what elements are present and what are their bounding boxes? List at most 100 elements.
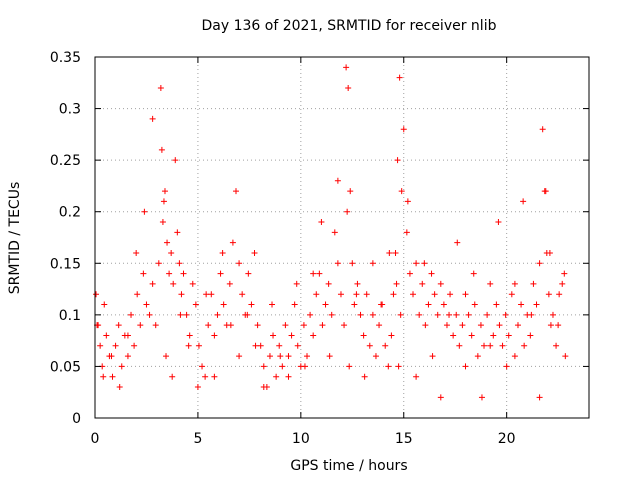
- data-point: [357, 311, 364, 318]
- data-point: [462, 291, 469, 298]
- data-point: [478, 394, 485, 401]
- data-point: [100, 373, 107, 380]
- data-point: [251, 249, 258, 256]
- data-point: [453, 311, 460, 318]
- data-point: [392, 249, 399, 256]
- data-point: [141, 208, 148, 215]
- data-point: [160, 198, 167, 205]
- data-point: [397, 311, 404, 318]
- data-point: [203, 291, 210, 298]
- data-point: [291, 301, 298, 308]
- data-point: [310, 270, 317, 277]
- data-point: [347, 188, 354, 195]
- data-point: [260, 363, 267, 370]
- data-point: [131, 342, 138, 349]
- data-point: [511, 280, 518, 287]
- data-point: [313, 291, 320, 298]
- data-point: [527, 332, 534, 339]
- x-tick-label: 0: [91, 431, 100, 447]
- data-point: [341, 322, 348, 329]
- data-point: [419, 280, 426, 287]
- data-point: [490, 332, 497, 339]
- data-point: [337, 291, 344, 298]
- data-point: [536, 260, 543, 267]
- data-point: [195, 342, 202, 349]
- y-axis-label: SRMTID / TECUs: [7, 182, 23, 295]
- data-point: [390, 291, 397, 298]
- data-point: [404, 198, 411, 205]
- y-tick-label: 0.05: [50, 359, 81, 375]
- data-point: [388, 332, 395, 339]
- data-point: [503, 363, 510, 370]
- data-point: [304, 353, 311, 360]
- data-point: [484, 311, 491, 318]
- data-point: [561, 270, 568, 277]
- data-point: [361, 373, 368, 380]
- data-point: [112, 342, 119, 349]
- data-point: [170, 280, 177, 287]
- data-point: [443, 322, 450, 329]
- data-point: [239, 291, 246, 298]
- data-point: [185, 342, 192, 349]
- data-point: [437, 280, 444, 287]
- data-point: [183, 311, 190, 318]
- y-tick-label: 0.15: [50, 256, 81, 272]
- data-point: [562, 353, 569, 360]
- data-point: [109, 373, 116, 380]
- data-point: [400, 126, 407, 133]
- data-point: [177, 311, 184, 318]
- data-point: [301, 363, 308, 370]
- data-point: [450, 332, 457, 339]
- data-point: [518, 301, 525, 308]
- data-point: [211, 373, 218, 380]
- data-point: [481, 342, 488, 349]
- data-point: [273, 373, 280, 380]
- data-point: [499, 342, 506, 349]
- x-tick-label: 15: [395, 431, 413, 447]
- data-point: [353, 291, 360, 298]
- data-point: [369, 311, 376, 318]
- data-point: [331, 229, 338, 236]
- data-point: [520, 198, 527, 205]
- data-point: [159, 219, 166, 226]
- data-point: [285, 353, 292, 360]
- data-point: [422, 322, 429, 329]
- data-point: [372, 353, 379, 360]
- data-point: [279, 363, 286, 370]
- data-point: [134, 291, 141, 298]
- data-point: [115, 322, 122, 329]
- y-tick-label: 0.35: [50, 50, 81, 66]
- data-point: [205, 322, 212, 329]
- data-point: [152, 322, 159, 329]
- data-point: [174, 229, 181, 236]
- data-point: [536, 394, 543, 401]
- data-point: [236, 353, 243, 360]
- data-point: [549, 311, 556, 318]
- data-point: [149, 115, 156, 122]
- data-point: [236, 260, 243, 267]
- y-tick-label: 0.25: [50, 153, 81, 169]
- data-point: [471, 301, 478, 308]
- data-point: [252, 342, 259, 349]
- data-point: [211, 332, 218, 339]
- data-point: [277, 353, 284, 360]
- data-point: [354, 280, 361, 287]
- data-point: [176, 260, 183, 267]
- data-point: [164, 239, 171, 246]
- data-point: [322, 301, 329, 308]
- data-point: [108, 353, 115, 360]
- data-point: [556, 291, 563, 298]
- data-point: [244, 311, 251, 318]
- data-point: [468, 332, 475, 339]
- y-tick-label: 0.1: [59, 308, 81, 324]
- data-point: [393, 280, 400, 287]
- data-point: [505, 332, 512, 339]
- y-tick-label: 0.3: [59, 102, 81, 118]
- data-point: [533, 301, 540, 308]
- data-point: [178, 291, 185, 298]
- data-point: [128, 311, 135, 318]
- data-point: [496, 322, 503, 329]
- data-point: [345, 84, 352, 91]
- grid-lines: [95, 57, 589, 418]
